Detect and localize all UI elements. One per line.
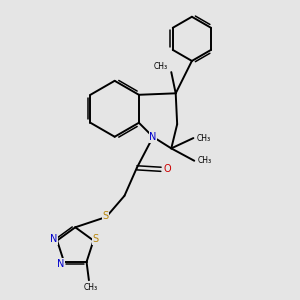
Text: O: O: [164, 164, 171, 174]
Text: S: S: [93, 234, 99, 244]
Text: CH₃: CH₃: [154, 62, 168, 71]
Text: N: N: [50, 234, 57, 244]
Text: S: S: [103, 212, 109, 221]
Text: N: N: [57, 259, 64, 269]
Text: CH₃: CH₃: [83, 283, 98, 292]
Text: CH₃: CH₃: [197, 156, 212, 165]
Text: CH₃: CH₃: [196, 134, 211, 142]
Text: N: N: [149, 132, 157, 142]
